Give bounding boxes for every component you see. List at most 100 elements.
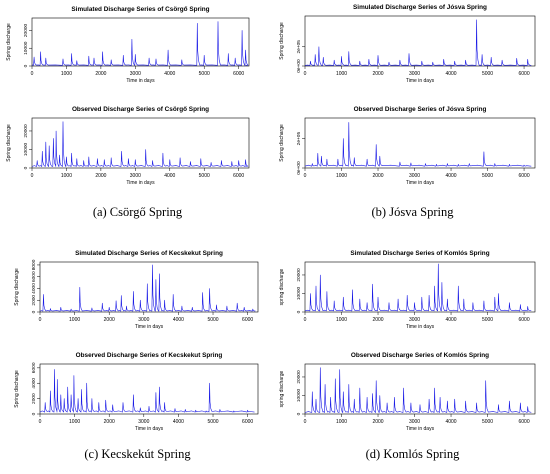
x-tick-label: 5000 [207,419,218,425]
y-tick-label: 2e+05 [296,40,302,54]
x-axis-label: Time in days [126,180,155,186]
chart-4: Observed Discharge Series of Jósva Sprin… [279,106,536,186]
series-line [304,122,532,167]
series-line [304,19,532,66]
y-tick-label: 10000 [23,41,29,55]
x-tick-label: 6000 [518,419,529,425]
x-tick-label: 2000 [372,173,383,179]
x-tick-label: 4000 [173,419,184,425]
x-tick-label: 5000 [482,173,493,179]
caption-c: (c) Kecskekút Spring [84,447,191,461]
y-tick-label: 10000 [296,286,302,300]
x-tick-label: 6000 [233,71,244,77]
series-line [31,21,249,66]
y-tick-label: 2e+05 [296,132,302,146]
x-tick-label: 4000 [445,173,456,179]
series-line [39,369,255,413]
series-line [304,263,532,312]
series-line [39,264,256,312]
y-tick-label: 8000 [31,259,37,270]
x-tick-label: 0 [304,173,307,179]
chart-6: Observed Discharge Series of Kecskekut S… [14,352,259,432]
y-tick-label: 10000 [296,388,302,402]
x-tick-label: 4000 [164,173,175,179]
x-tick-label: 6000 [233,173,244,179]
x-tick-label: 4000 [445,419,456,425]
x-tick-label: 0 [304,317,307,323]
x-tick-label: 1000 [336,317,347,323]
x-tick-label: 3000 [409,71,420,77]
plot-frame [304,117,536,169]
chart-title: Observed Discharge Series of Csörgő Spri… [72,106,209,113]
x-tick-label: 0 [31,173,34,179]
x-tick-label: 1000 [336,173,347,179]
plot-frame [31,117,250,169]
y-axis-label: Spring discharge [279,124,285,162]
x-tick-label: 5000 [207,317,218,323]
x-tick-label: 4000 [445,71,456,77]
x-tick-label: 2000 [372,317,383,323]
x-tick-label: 5000 [482,71,493,77]
x-tick-label: 5000 [199,71,210,77]
chart-7: Simulated Discharge Series of Komlós Spr… [279,250,536,330]
plot-frame [304,15,536,67]
x-tick-label: 3000 [130,173,141,179]
y-tick-label: 0e+00 [296,161,302,175]
x-tick-label: 3000 [409,173,420,179]
x-tick-label: 2000 [95,173,106,179]
x-tick-label: 4000 [445,317,456,323]
x-tick-label: 1000 [69,317,80,323]
chart-title: Observed Discharge Series of Kecskekut S… [76,352,223,359]
series-line [31,121,249,167]
y-tick-label: 0 [23,64,29,67]
y-tick-label: 6000 [31,362,37,373]
chart-title: Simulated Discharge Series of Komlós Spr… [350,250,489,257]
chart-5: Simulated Discharge Series of Kecskekut … [14,250,259,330]
x-tick-label: 3000 [130,71,141,77]
chart-1: Simulated Discharge Series of Csörgő Spr… [6,6,250,84]
chart-2: Observed Discharge Series of Csörgő Spri… [6,106,250,186]
x-tick-label: 6000 [242,419,253,425]
caption-a: (a) Csörgő Spring [92,205,183,219]
y-axis-label: spring discharge [279,370,285,407]
plot-frame [304,363,536,415]
x-tick-label: 2000 [372,71,383,77]
caption-b: (b) Jósva Spring [371,205,454,219]
y-tick-label: 0 [31,310,37,313]
chart-title: Simulated Discharge Series of Kecskekut … [75,250,223,257]
plot-frame [304,261,536,313]
x-tick-label: 1000 [61,173,72,179]
y-axis-label: Spring discharge [14,370,20,408]
y-axis-label: Spring discharge [6,23,12,61]
plot-frame [31,17,250,67]
x-tick-label: 3000 [409,317,420,323]
y-tick-label: 10000 [23,142,29,156]
y-tick-label: 0 [296,412,302,415]
x-tick-label: 0 [39,419,42,425]
x-tick-label: 4000 [173,317,184,323]
x-axis-label: Time in days [135,324,164,330]
y-axis-label: Spring discharge [14,268,20,306]
y-tick-label: 20000 [23,23,29,37]
x-tick-label: 4000 [164,71,175,77]
x-tick-label: 3000 [138,317,149,323]
y-tick-label: 20000 [296,370,302,384]
x-tick-label: 2000 [372,419,383,425]
x-tick-label: 0 [31,71,34,77]
chart-title: Simulated Discharge Series of Csörgő Spr… [71,6,209,13]
y-tick-label: 0 [31,412,37,415]
x-tick-label: 6000 [518,317,529,323]
x-tick-label: 2000 [95,71,106,77]
chart-title: Observed Discharge Series of Komlós Spri… [351,352,489,359]
x-tick-label: 0 [39,317,42,323]
x-axis-label: Time in days [406,78,435,84]
x-tick-label: 1000 [336,71,347,77]
x-tick-label: 6000 [242,317,253,323]
x-tick-label: 0 [304,71,307,77]
x-axis-label: Time in days [406,180,435,186]
x-axis-label: Time in days [406,324,435,330]
x-tick-label: 1000 [69,419,80,425]
x-tick-label: 3000 [409,419,420,425]
y-tick-label: 0 [23,166,29,169]
y-tick-label: 6000 [31,271,37,282]
